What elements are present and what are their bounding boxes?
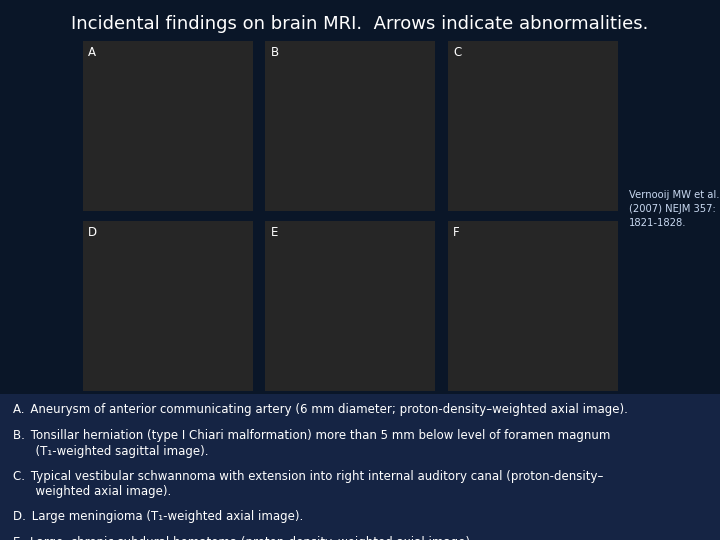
Text: D: D <box>88 226 97 239</box>
Text: D. Large meningioma (T₁-weighted axial image).: D. Large meningioma (T₁-weighted axial i… <box>13 510 303 523</box>
Text: E: E <box>271 226 278 239</box>
Text: A. Aneurysm of anterior communicating artery (6 mm diameter; proton-density–weig: A. Aneurysm of anterior communicating ar… <box>13 403 628 416</box>
Text: B: B <box>271 45 279 59</box>
Text: C. Typical vestibular schwannoma with extension into right internal auditory can: C. Typical vestibular schwannoma with ex… <box>13 470 603 498</box>
Text: B. Tonsillar herniation (type I Chiari malformation) more than 5 mm below level : B. Tonsillar herniation (type I Chiari m… <box>13 429 611 458</box>
Text: F: F <box>453 226 460 239</box>
Text: Incidental findings on brain MRI.  Arrows indicate abnormalities.: Incidental findings on brain MRI. Arrows… <box>71 15 649 33</box>
Text: E. Large, chronic subdural hematoma (proton-density–weighted axial image).: E. Large, chronic subdural hematoma (pro… <box>13 536 474 540</box>
Text: Vernooij MW et al.
(2007) NEJM 357:
1821-1828.: Vernooij MW et al. (2007) NEJM 357: 1821… <box>629 190 719 228</box>
Text: C: C <box>453 45 462 59</box>
Bar <box>0 394 720 540</box>
Text: A: A <box>88 45 96 59</box>
